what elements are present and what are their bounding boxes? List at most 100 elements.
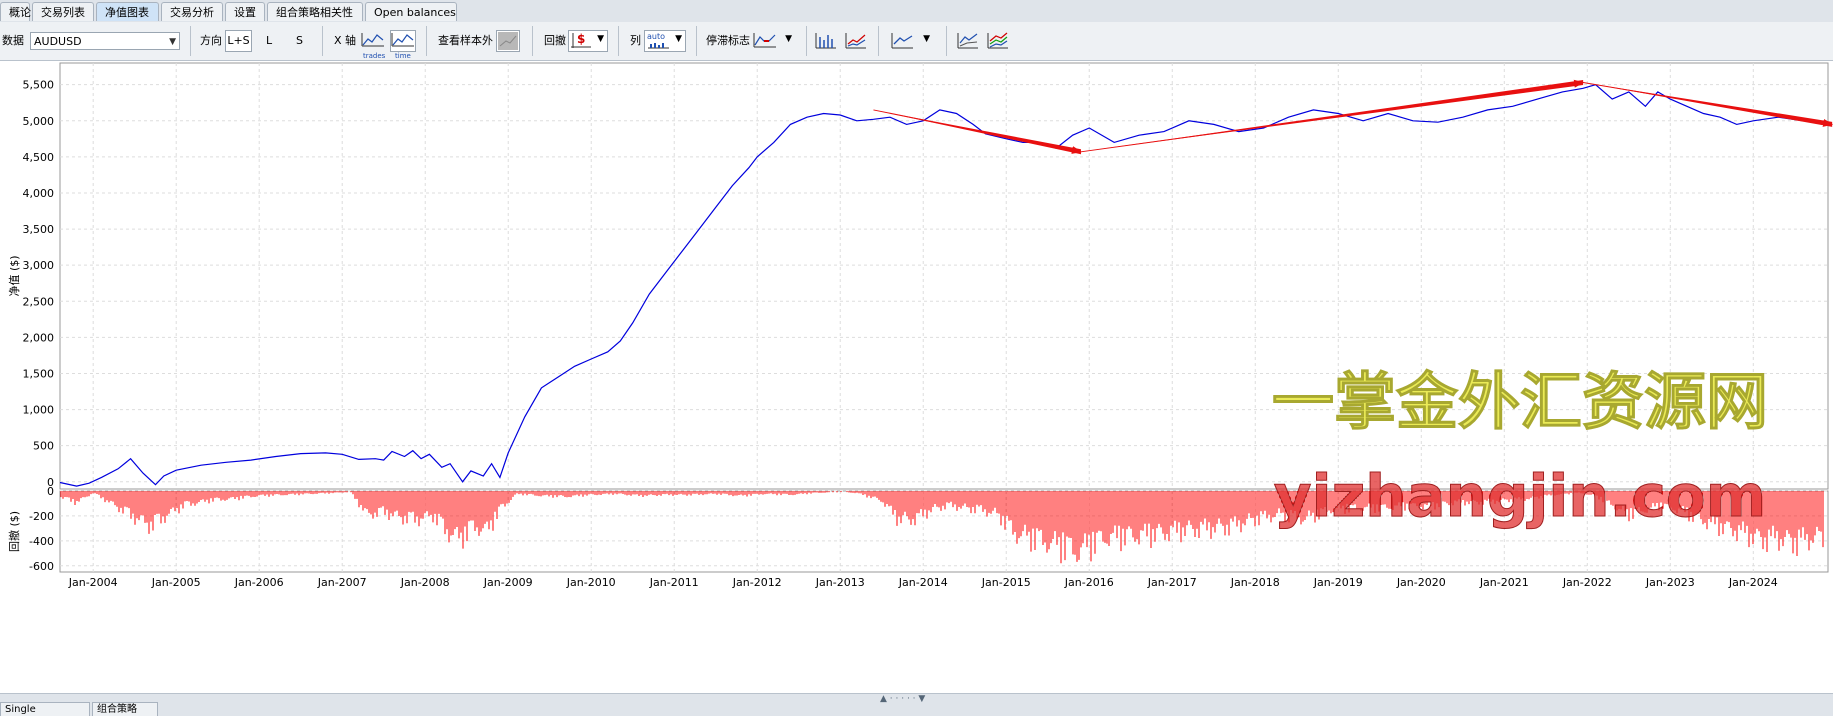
line-compare-button[interactable] — [844, 30, 868, 52]
drawdown-dropdown[interactable]: $ ▼ — [568, 30, 608, 52]
x-tick-label: Jan-2010 — [566, 576, 616, 589]
y-tick-label: 4,000 — [23, 187, 55, 200]
trend-arrow-head — [1080, 79, 1585, 153]
stagnation-chart-icon — [753, 33, 776, 48]
equity-chart-panel: 5,500 5,000 4,500 4,000 3,500 3,000 2,500 2,000… — [0, 61, 1833, 693]
bottom-tab-single-strategies[interactable]: Single strategies — [0, 702, 90, 716]
x-tick-label: Jan-2011 — [649, 576, 699, 589]
toolbar-divider — [426, 26, 427, 56]
x-tick-label: Jan-2015 — [981, 576, 1031, 589]
y-tick-label: 3,500 — [23, 223, 55, 236]
x-tick-label: Jan-2006 — [234, 576, 284, 589]
drawdown-axis-label: 回撤 ($) — [7, 511, 21, 552]
x-tick-label: Jan-2007 — [317, 576, 367, 589]
chart-thumbnail-icon — [498, 32, 518, 50]
drawdown-y-tick-label: -400 — [29, 535, 54, 548]
multi-line-chart-icon — [957, 33, 978, 49]
x-tick-label: Jan-2019 — [1313, 576, 1363, 589]
xaxis-time-button[interactable]: time — [390, 30, 416, 60]
x-tick-label: Jan-2024 — [1728, 576, 1778, 589]
line-chart-icon — [891, 33, 913, 49]
out-of-sample-toggle[interactable] — [496, 30, 520, 52]
columns-value: auto — [647, 32, 666, 41]
trend-arrow-head — [873, 109, 1082, 154]
chevron-down-icon: ▼ — [923, 34, 930, 44]
chart-type-dropdown[interactable]: ▼ — [890, 30, 934, 52]
drawdown-y-tick-label: 0 — [47, 485, 54, 498]
x-tick-label: Jan-2008 — [400, 576, 450, 589]
x-tick-label: Jan-2014 — [898, 576, 948, 589]
drawdown-bars — [60, 491, 1824, 564]
tab-trade-analysis[interactable]: 交易分析 — [161, 2, 223, 21]
x-tick-label: Jan-2022 — [1562, 576, 1612, 589]
y-tick-label: 4,500 — [23, 151, 55, 164]
trend-arrow-head — [1583, 82, 1833, 127]
chevron-down-icon: ▼ — [785, 34, 792, 44]
splitter-handle-icon[interactable]: ▲ · · · · · ▼ — [880, 694, 926, 704]
svg-text:$: $ — [577, 32, 585, 46]
y-axis-label: 净值 ($) — [7, 255, 21, 296]
x-tick-label: Jan-2005 — [151, 576, 201, 589]
toolbar: 数据 AUDUSD ▼ 方向 L+S L S X 轴 trades time 查… — [0, 22, 1833, 61]
columns-dropdown[interactable]: auto ▼ — [644, 30, 686, 52]
chevron-down-icon: ▼ — [169, 37, 176, 47]
tab-equity-chart[interactable]: 净值图表 — [96, 2, 159, 21]
toolbar-divider — [806, 26, 807, 56]
y-tick-label: 1,000 — [23, 404, 55, 417]
toolbar-divider — [696, 26, 697, 56]
direction-l-button[interactable]: L — [266, 34, 273, 47]
toolbar-divider — [878, 26, 879, 56]
colored-lines-icon — [987, 32, 1008, 49]
chevron-down-icon: ▼ — [675, 34, 682, 44]
portfolio-chart-button[interactable] — [956, 30, 980, 52]
y-tick-label: 5,500 — [23, 79, 55, 92]
line-chart-icon — [845, 33, 866, 49]
dollar-drawdown-icon: $ — [571, 32, 591, 48]
x-tick-label: Jan-2013 — [815, 576, 865, 589]
toolbar-divider — [946, 26, 947, 56]
y-tick-label: 0 — [47, 476, 54, 489]
bar-chart-button[interactable] — [814, 30, 838, 52]
columns-label: 列 — [630, 34, 641, 47]
y-tick-label: 500 — [33, 440, 54, 453]
direction-s-button[interactable]: S — [296, 34, 303, 47]
equity-chart: 5,500 5,000 4,500 4,000 3,500 3,000 2,500 2,000… — [7, 62, 1833, 589]
line-chart-icon — [361, 33, 384, 47]
bottom-bar: Single strategies 组合策略 ▲ · · · · · ▼ — [0, 693, 1833, 716]
tab-open-balances[interactable]: Open balances — [365, 2, 457, 21]
main-plot-area — [59, 62, 1829, 490]
tab-settings[interactable]: 设置 — [225, 2, 265, 21]
watermark-title: 一掌金外汇资源网 — [1272, 365, 1768, 438]
y-tick-label: 1,500 — [23, 367, 55, 380]
stagnation-dropdown[interactable]: ▼ — [752, 30, 796, 52]
xaxis-trades-button[interactable]: trades — [360, 30, 386, 60]
all-strategies-chart-button[interactable] — [986, 30, 1010, 52]
y-tick-label: 3,000 — [23, 259, 55, 272]
xaxis-label: X 轴 — [334, 34, 357, 47]
direction-ls-label: L+S — [227, 34, 250, 47]
x-tick-label: Jan-2023 — [1645, 576, 1695, 589]
bottom-tab-portfolio[interactable]: 组合策略 — [92, 702, 158, 716]
line-chart-icon — [391, 33, 414, 47]
toolbar-divider — [618, 26, 619, 56]
data-label: 数据 — [2, 34, 24, 47]
trend-arrow — [1080, 79, 1584, 152]
trend-arrow — [873, 109, 1081, 155]
x-tick-label: Jan-2020 — [1396, 576, 1446, 589]
data-select[interactable]: AUDUSD ▼ — [30, 32, 180, 50]
x-tick-label: Jan-2018 — [1230, 576, 1280, 589]
x-tick-label: Jan-2012 — [732, 576, 782, 589]
data-select-value: AUDUSD — [34, 35, 82, 48]
drawdown-plot-area — [59, 490, 1829, 573]
toolbar-divider — [190, 26, 191, 56]
direction-ls-button[interactable]: L+S — [225, 30, 252, 52]
equity-line — [59, 84, 1829, 487]
xaxis-trades-label: trades — [363, 52, 386, 60]
tab-portfolio-correlation[interactable]: 组合策略相关性 — [267, 2, 363, 21]
tab-overview[interactable]: 概论 — [0, 2, 31, 21]
bars-icon — [648, 43, 669, 49]
tab-trade-list[interactable]: 交易列表 — [32, 2, 94, 21]
stagnation-label: 停滞标志 — [706, 34, 750, 47]
x-tick-label: Jan-2017 — [1147, 576, 1197, 589]
y-tick-label: 5,000 — [23, 115, 55, 128]
